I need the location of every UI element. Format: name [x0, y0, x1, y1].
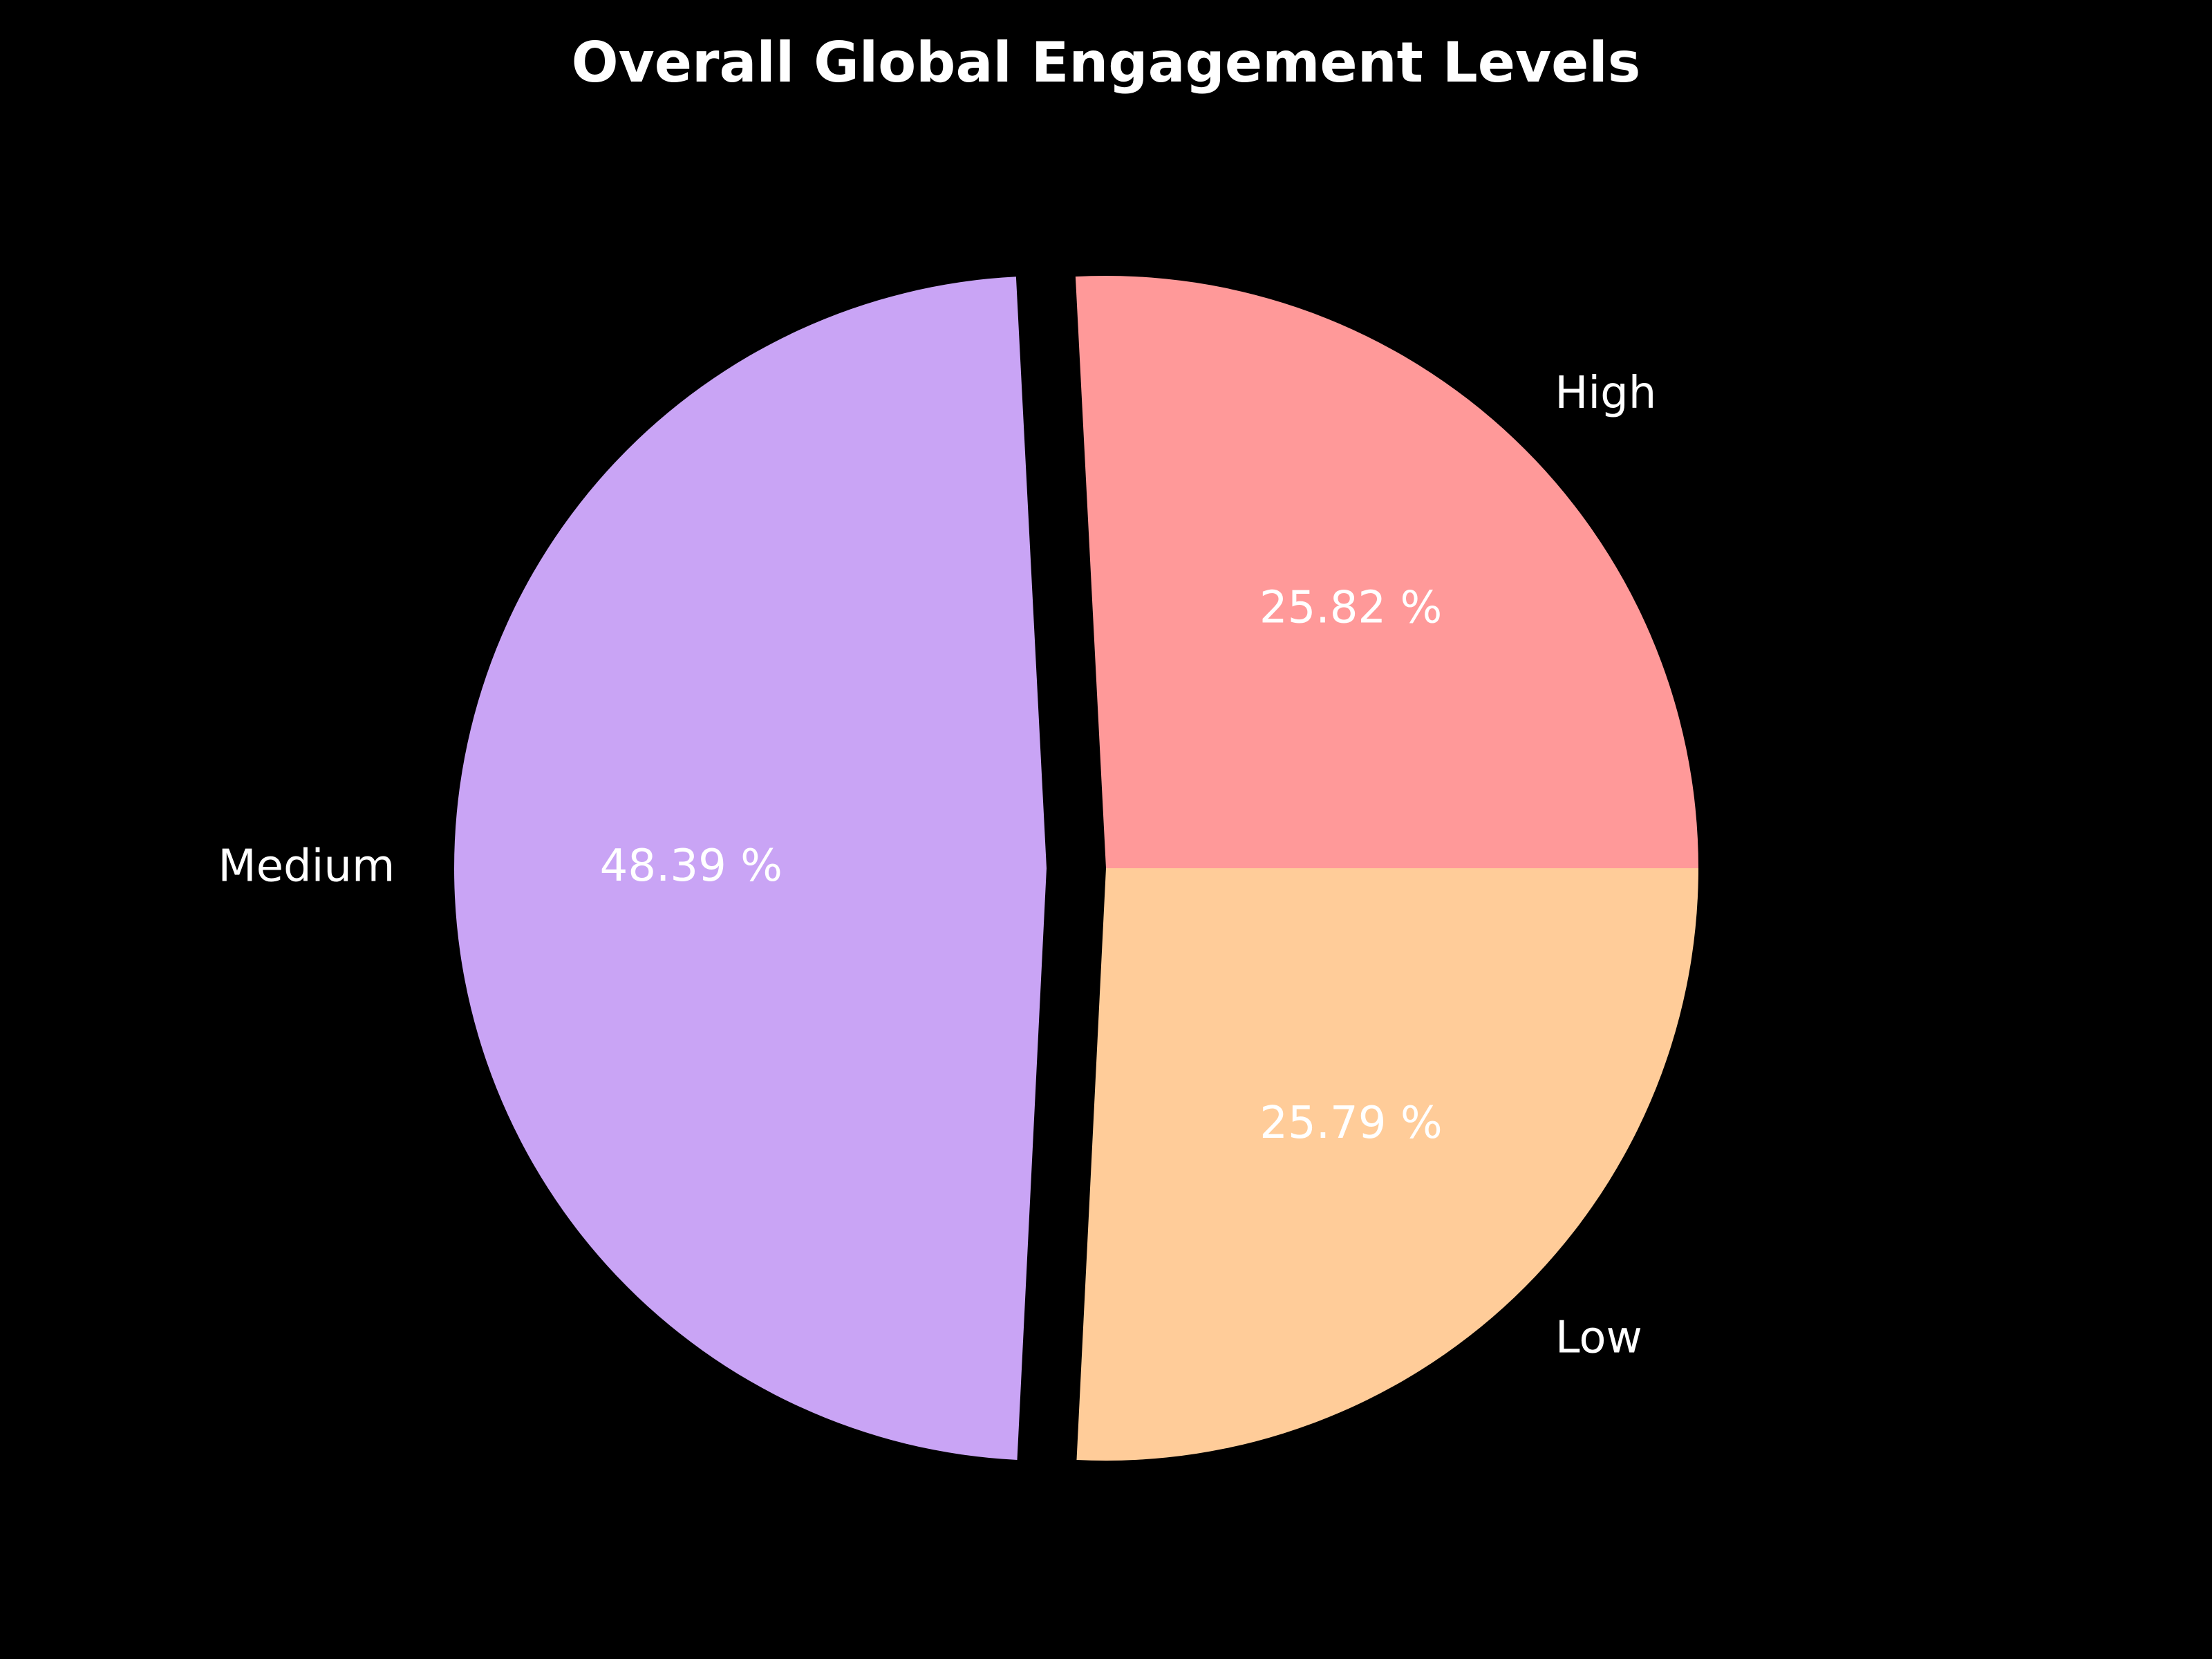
slice-labels: High 25.82 % Medium 48.39 % Low 25.79 %	[218, 368, 1656, 1363]
slice-label-high: High	[1555, 368, 1656, 419]
chart-title: Overall Global Engagement Levels	[572, 30, 1641, 95]
pct-label-low: 25.79 %	[1259, 1098, 1442, 1149]
pie-slice-medium	[454, 276, 1047, 1461]
pie-slice-high	[1075, 275, 1698, 868]
pie-slice-low	[1076, 868, 1698, 1461]
slice-label-medium: Medium	[218, 841, 395, 892]
slice-label-low: Low	[1555, 1313, 1642, 1364]
slices	[454, 275, 1698, 1461]
pct-label-medium: 48.39 %	[600, 841, 782, 892]
pct-label-high: 25.82 %	[1259, 583, 1442, 634]
